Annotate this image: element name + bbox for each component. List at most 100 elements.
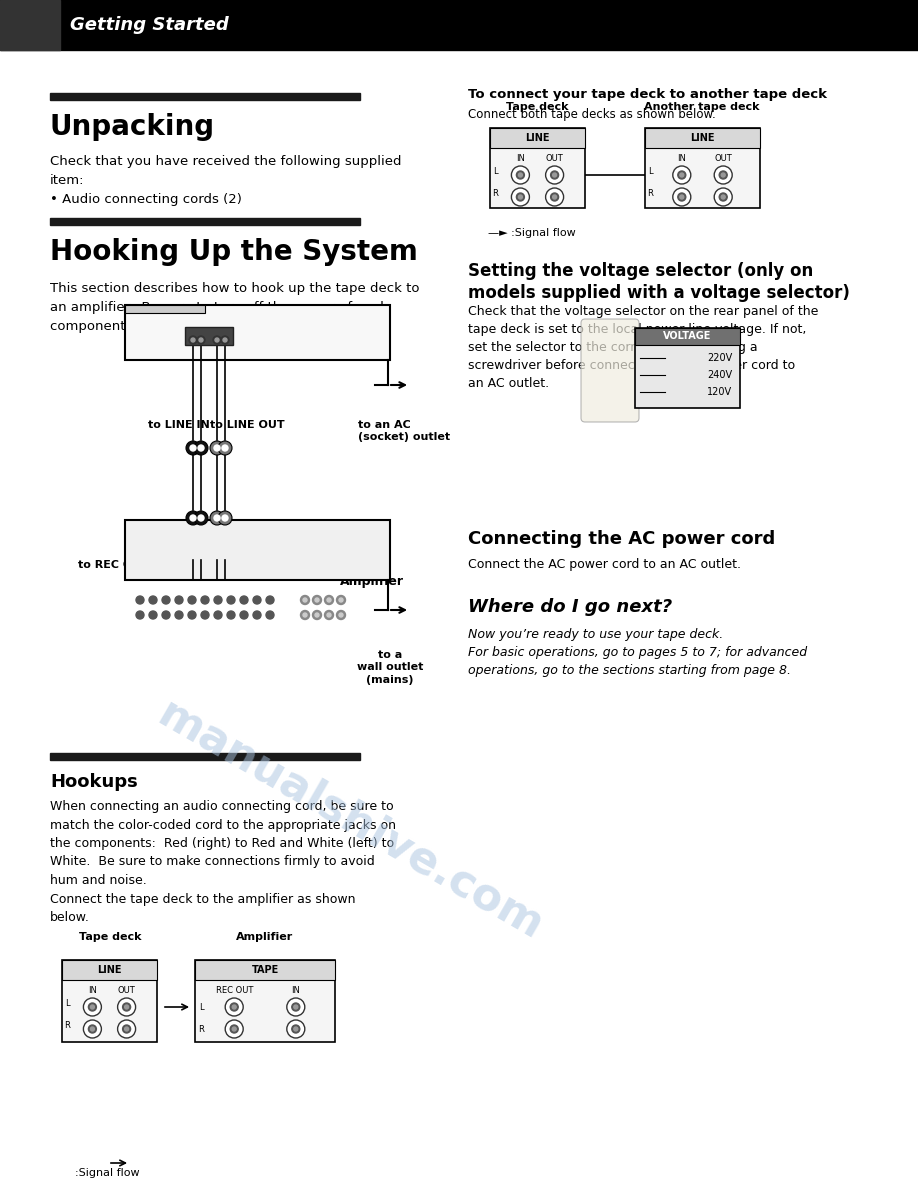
Circle shape — [191, 339, 195, 342]
Bar — [195, 960, 335, 1042]
Bar — [125, 305, 205, 312]
Text: IN: IN — [677, 154, 687, 163]
Text: Hookups: Hookups — [50, 773, 138, 791]
Text: to LINE IN: to LINE IN — [148, 421, 209, 430]
Text: LINE: LINE — [97, 965, 122, 975]
Circle shape — [214, 596, 222, 604]
Text: Setting the voltage selector (only on
models supplied with a voltage selector): Setting the voltage selector (only on mo… — [468, 263, 850, 302]
Text: This section describes how to hook up the tape deck to
an amplifier.  Be sure to: This section describes how to hook up th… — [50, 282, 420, 333]
Text: LINE: LINE — [525, 133, 550, 143]
Bar — [0, 0, 918, 50]
Circle shape — [214, 611, 222, 619]
Bar — [645, 128, 760, 208]
Bar — [62, 960, 157, 1042]
Circle shape — [194, 441, 208, 455]
Text: LINE: LINE — [690, 133, 715, 143]
Text: TAPE: TAPE — [252, 965, 279, 975]
Circle shape — [189, 336, 197, 345]
Circle shape — [225, 1020, 243, 1038]
Text: manualshive.com: manualshive.com — [150, 691, 551, 948]
Text: Another tape deck: Another tape deck — [644, 102, 760, 112]
Bar — [635, 328, 740, 407]
Text: to TAPE IN: to TAPE IN — [238, 560, 303, 570]
Circle shape — [327, 613, 331, 617]
Text: R: R — [198, 1024, 204, 1034]
Bar — [50, 753, 360, 760]
Circle shape — [680, 195, 684, 200]
Circle shape — [188, 596, 196, 604]
Circle shape — [300, 595, 309, 605]
Circle shape — [218, 511, 232, 525]
Circle shape — [292, 1025, 300, 1034]
Text: Now you’re ready to use your tape deck.
For basic operations, go to pages 5 to 7: Now you’re ready to use your tape deck. … — [468, 628, 807, 677]
Text: 240V: 240V — [707, 369, 732, 380]
Circle shape — [312, 595, 321, 605]
Circle shape — [266, 596, 274, 604]
Circle shape — [300, 611, 309, 619]
Circle shape — [136, 611, 144, 619]
Bar — [645, 128, 760, 148]
Circle shape — [210, 441, 224, 455]
Text: L: L — [493, 168, 498, 177]
Text: :Signal flow: :Signal flow — [75, 1168, 140, 1178]
Circle shape — [199, 339, 203, 342]
Text: Check that the voltage selector on the rear panel of the
tape deck is set to the: Check that the voltage selector on the r… — [468, 305, 818, 390]
Text: to a
wall outlet
(mains): to a wall outlet (mains) — [357, 650, 423, 684]
Text: IN: IN — [291, 986, 300, 996]
Bar — [50, 219, 360, 225]
Circle shape — [553, 195, 556, 200]
Circle shape — [719, 192, 727, 201]
Text: IN: IN — [516, 154, 525, 163]
Circle shape — [90, 1026, 95, 1031]
Text: Connect the AC power cord to an AC outlet.: Connect the AC power cord to an AC outle… — [468, 558, 741, 571]
Circle shape — [123, 1025, 130, 1034]
Circle shape — [517, 192, 524, 201]
Circle shape — [714, 188, 733, 206]
Circle shape — [312, 611, 321, 619]
Circle shape — [225, 998, 243, 1016]
Text: REC OUT: REC OUT — [216, 986, 252, 996]
Text: 220V: 220V — [707, 353, 732, 364]
Bar — [50, 93, 360, 100]
Circle shape — [327, 598, 331, 602]
Circle shape — [125, 1005, 129, 1009]
Circle shape — [545, 166, 564, 184]
Bar — [62, 960, 157, 980]
Circle shape — [84, 998, 101, 1016]
Circle shape — [337, 611, 345, 619]
Circle shape — [266, 611, 274, 619]
Bar — [195, 960, 335, 980]
Circle shape — [294, 1026, 297, 1031]
FancyBboxPatch shape — [581, 320, 639, 422]
Circle shape — [175, 596, 183, 604]
Circle shape — [673, 166, 691, 184]
Circle shape — [198, 446, 204, 451]
Circle shape — [677, 192, 686, 201]
Bar — [125, 305, 390, 360]
Text: R: R — [492, 190, 498, 198]
Text: L: L — [648, 168, 653, 177]
Circle shape — [722, 195, 725, 200]
Circle shape — [286, 1020, 305, 1038]
Circle shape — [214, 446, 220, 451]
Circle shape — [194, 511, 208, 525]
Circle shape — [286, 998, 305, 1016]
Circle shape — [324, 611, 333, 619]
Circle shape — [190, 516, 196, 522]
Circle shape — [149, 611, 157, 619]
Text: TC-KA1ESA/KE500S: TC-KA1ESA/KE500S — [202, 347, 338, 360]
Text: 120V: 120V — [707, 387, 732, 397]
Circle shape — [553, 173, 556, 177]
Circle shape — [240, 596, 248, 604]
Circle shape — [118, 998, 136, 1016]
Circle shape — [551, 171, 558, 179]
Circle shape — [136, 596, 144, 604]
Text: to an AC
(socket) outlet: to an AC (socket) outlet — [358, 421, 450, 442]
Circle shape — [232, 1026, 236, 1031]
Circle shape — [294, 1005, 297, 1009]
Text: Where do I go next?: Where do I go next? — [468, 598, 672, 617]
Circle shape — [218, 441, 232, 455]
Circle shape — [84, 1020, 101, 1038]
Text: VOLTAGE: VOLTAGE — [664, 331, 711, 341]
Circle shape — [213, 336, 221, 345]
